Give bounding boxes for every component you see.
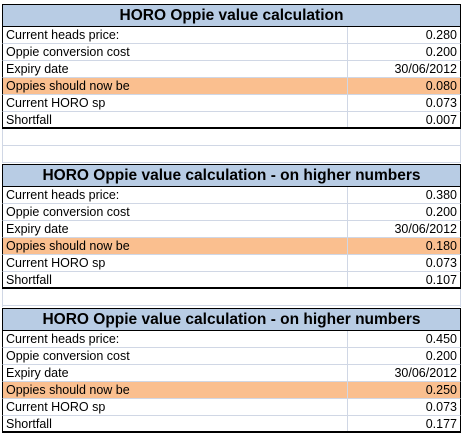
row-value[interactable]: 0.180: [425, 239, 457, 253]
row-value[interactable]: 0.280: [425, 28, 457, 42]
table-row-highlight: Oppies should now be 0.180: [2, 238, 461, 255]
row-label[interactable]: Oppies should now be: [3, 382, 348, 398]
table-row: Expiry date 30/06/2012: [2, 61, 461, 78]
table-row: Expiry date 30/06/2012: [2, 221, 461, 238]
row-value[interactable]: 0.380: [425, 188, 457, 202]
table-row: Oppie conversion cost 0.200: [2, 348, 461, 365]
row-label[interactable]: Oppies should now be: [3, 238, 348, 254]
table-row: Current HORO sp 0.073: [2, 255, 461, 272]
table-row: Expiry date 30/06/2012: [2, 365, 461, 382]
row-value[interactable]: 0.080: [425, 79, 457, 93]
row-label[interactable]: Oppies should now be: [3, 78, 348, 94]
row-label[interactable]: Current heads price:: [3, 331, 348, 347]
row-label[interactable]: Shortfall: [3, 272, 348, 287]
empty-row[interactable]: [3, 146, 460, 163]
empty-row[interactable]: [3, 289, 460, 306]
table-row-highlight: Oppies should now be 0.250: [2, 382, 461, 399]
table-row: Oppie conversion cost 0.200: [2, 204, 461, 221]
row-label[interactable]: Current HORO sp: [3, 399, 348, 415]
table-row: Oppie conversion cost 0.200: [2, 44, 461, 61]
row-label[interactable]: Shortfall: [3, 416, 348, 431]
row-label[interactable]: Current HORO sp: [3, 255, 348, 271]
row-value[interactable]: 30/06/2012: [394, 62, 457, 76]
row-label[interactable]: Expiry date: [3, 61, 348, 77]
row-value[interactable]: 0.073: [425, 400, 457, 414]
empty-rows: [2, 129, 461, 163]
row-value[interactable]: 0.200: [425, 205, 457, 219]
row-label[interactable]: Oppie conversion cost: [3, 348, 348, 364]
row-value[interactable]: 0.073: [425, 256, 457, 270]
calc-table-2: HORO Oppie value calculation - on higher…: [2, 164, 461, 289]
row-value[interactable]: 30/06/2012: [394, 366, 457, 380]
row-label[interactable]: Shortfall: [3, 112, 348, 127]
empty-rows: [2, 289, 461, 307]
row-value[interactable]: 0.200: [425, 349, 457, 363]
calc-table-3: HORO Oppie value calculation - on higher…: [2, 308, 461, 433]
row-label[interactable]: Current HORO sp: [3, 95, 348, 111]
table-row: Current heads price: 0.380: [2, 187, 461, 204]
row-value[interactable]: 30/06/2012: [394, 222, 457, 236]
table-title[interactable]: HORO Oppie value calculation - on higher…: [2, 308, 461, 331]
row-label[interactable]: Oppie conversion cost: [3, 44, 348, 60]
row-value[interactable]: 0.250: [425, 383, 457, 397]
row-value[interactable]: 0.073: [425, 96, 457, 110]
row-label[interactable]: Oppie conversion cost: [3, 204, 348, 220]
row-value[interactable]: 0.200: [425, 45, 457, 59]
row-label[interactable]: Expiry date: [3, 221, 348, 237]
row-value[interactable]: 0.007: [425, 112, 457, 127]
table-row-highlight: Oppies should now be 0.080: [2, 78, 461, 95]
empty-row[interactable]: [3, 129, 460, 146]
table-row: Shortfall 0.177: [2, 416, 461, 433]
table-title[interactable]: HORO Oppie value calculation: [2, 4, 461, 27]
row-label[interactable]: Current heads price:: [3, 187, 348, 203]
row-value[interactable]: 0.107: [425, 272, 457, 287]
row-value[interactable]: 0.450: [425, 332, 457, 346]
table-row: Shortfall 0.007: [2, 112, 461, 129]
table-row: Current heads price: 0.450: [2, 331, 461, 348]
table-row: Current heads price: 0.280: [2, 27, 461, 44]
table-title[interactable]: HORO Oppie value calculation - on higher…: [2, 164, 461, 187]
calc-table-1: HORO Oppie value calculation Current hea…: [2, 4, 461, 129]
table-row: Current HORO sp 0.073: [2, 95, 461, 112]
row-label[interactable]: Expiry date: [3, 365, 348, 381]
row-label[interactable]: Current heads price:: [3, 27, 348, 43]
table-row: Shortfall 0.107: [2, 272, 461, 289]
table-row: Current HORO sp 0.073: [2, 399, 461, 416]
row-value[interactable]: 0.177: [425, 416, 457, 431]
